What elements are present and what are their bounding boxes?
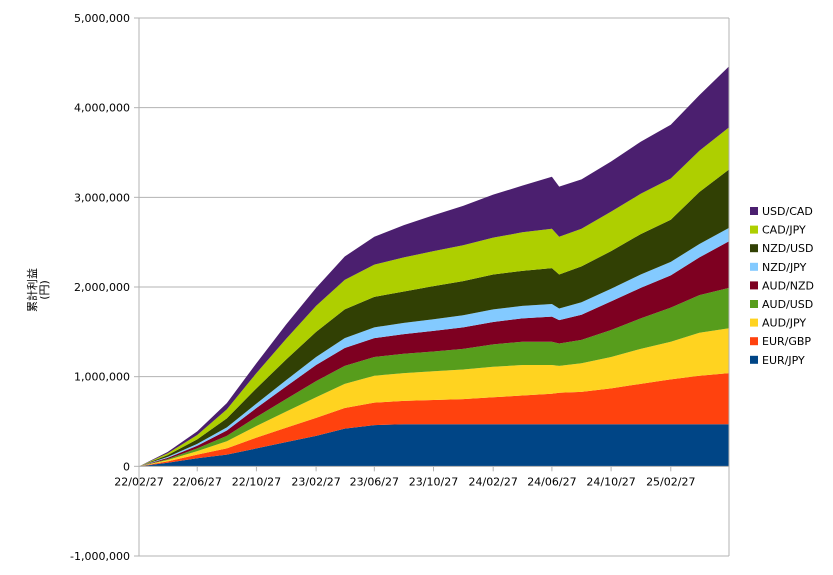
y-tick-label: 0 bbox=[123, 460, 130, 473]
legend-swatch bbox=[750, 337, 758, 346]
x-tick-label: 22/06/27 bbox=[173, 475, 222, 488]
legend-label: EUR/GBP bbox=[762, 335, 811, 348]
legend-swatch bbox=[750, 300, 758, 308]
y-tick-label: 5,000,000 bbox=[74, 12, 130, 25]
legend-label: AUD/USD bbox=[762, 298, 813, 311]
series-area-eur-jpy bbox=[139, 424, 729, 467]
legend-swatch bbox=[750, 281, 758, 290]
legend-label: CAD/JPY bbox=[762, 224, 806, 237]
legend-label: AUD/JPY bbox=[762, 317, 806, 330]
y-axis-label-unit: (円) bbox=[38, 280, 51, 300]
x-tick-label: 23/10/27 bbox=[409, 475, 458, 488]
y-tick-label: -1,000,000 bbox=[70, 550, 130, 563]
y-axis-label: 累計利益 bbox=[25, 268, 39, 312]
x-tick-label: 25/02/27 bbox=[646, 475, 695, 488]
legend-label: NZD/USD bbox=[762, 242, 813, 255]
x-tick-label: 23/02/27 bbox=[291, 475, 340, 488]
x-tick-label: 24/02/27 bbox=[468, 475, 517, 488]
series-area-aud-usd bbox=[139, 287, 729, 467]
y-tick-label: 2,000,000 bbox=[74, 281, 130, 294]
legend-swatch bbox=[750, 225, 758, 234]
x-tick-label: 24/06/27 bbox=[527, 475, 576, 488]
y-tick-label: 4,000,000 bbox=[74, 102, 130, 115]
y-tick-label: 3,000,000 bbox=[74, 191, 130, 204]
series-areas bbox=[139, 66, 729, 467]
legend-swatch bbox=[750, 318, 758, 327]
legend-swatch bbox=[750, 262, 758, 271]
y-tick-label: 1,000,000 bbox=[74, 371, 130, 384]
legend: USD/CAD CAD/JPY NZD/USD NZD/JPY AUD/NZD AUD/U… bbox=[750, 205, 814, 367]
x-tick-label: 24/10/27 bbox=[586, 475, 635, 488]
x-tick-label: 22/10/27 bbox=[232, 475, 281, 488]
series-area-nzd-usd bbox=[139, 169, 729, 467]
series-area-eur-gbp bbox=[139, 373, 729, 467]
legend-label: USD/CAD bbox=[762, 205, 813, 218]
legend-swatch bbox=[750, 355, 758, 364]
x-tick-labels: 22/02/27 22/06/27 22/10/27 23/02/27 23/06/27… bbox=[114, 466, 695, 488]
legend-label: AUD/NZD bbox=[762, 279, 814, 292]
legend-label: NZD/JPY bbox=[762, 261, 807, 274]
legend-label: EUR/JPY bbox=[762, 354, 805, 367]
legend-swatch bbox=[750, 207, 758, 215]
series-area-aud-jpy bbox=[139, 328, 729, 467]
y-tick-labels: -1,000,000 0 1,000,000 2,000,000 3,000,000 4,… bbox=[70, 12, 139, 563]
x-tick-label: 22/02/27 bbox=[114, 475, 163, 488]
legend-swatch bbox=[750, 244, 758, 253]
x-tick-label: 23/06/27 bbox=[350, 475, 399, 488]
